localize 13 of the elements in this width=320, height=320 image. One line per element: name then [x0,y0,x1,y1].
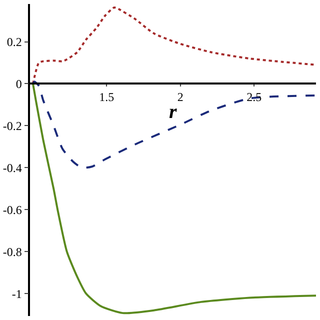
y-tick-label: 0.2 [6,34,22,49]
x-axis-title: r [169,101,177,123]
line-series [32,80,316,169]
y-tick-label: -0.8 [2,244,22,259]
y-tick-label: -0.4 [2,160,22,175]
y-tick-label: 0 [16,76,22,91]
x-tick-label: 1.5 [99,90,114,104]
line-series [32,82,316,314]
x-tick-label: 2 [177,90,184,104]
y-tick-label: -0.6 [2,202,22,217]
y-tick-label: -1 [12,286,22,301]
line-series [32,6,316,85]
y-tick-label: -0.2 [2,118,22,133]
